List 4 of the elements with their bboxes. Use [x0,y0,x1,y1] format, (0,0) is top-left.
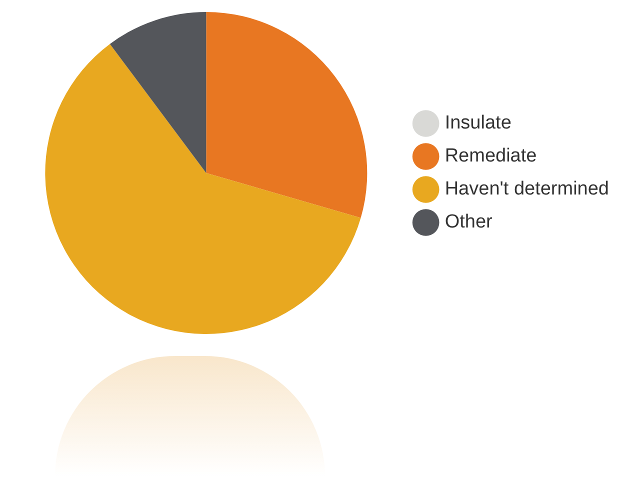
legend-label: Haven't determined [444,178,610,200]
legend-label: Insulate [444,112,512,134]
legend-label: Remediate [444,146,537,167]
legend-label: Other [444,212,494,233]
